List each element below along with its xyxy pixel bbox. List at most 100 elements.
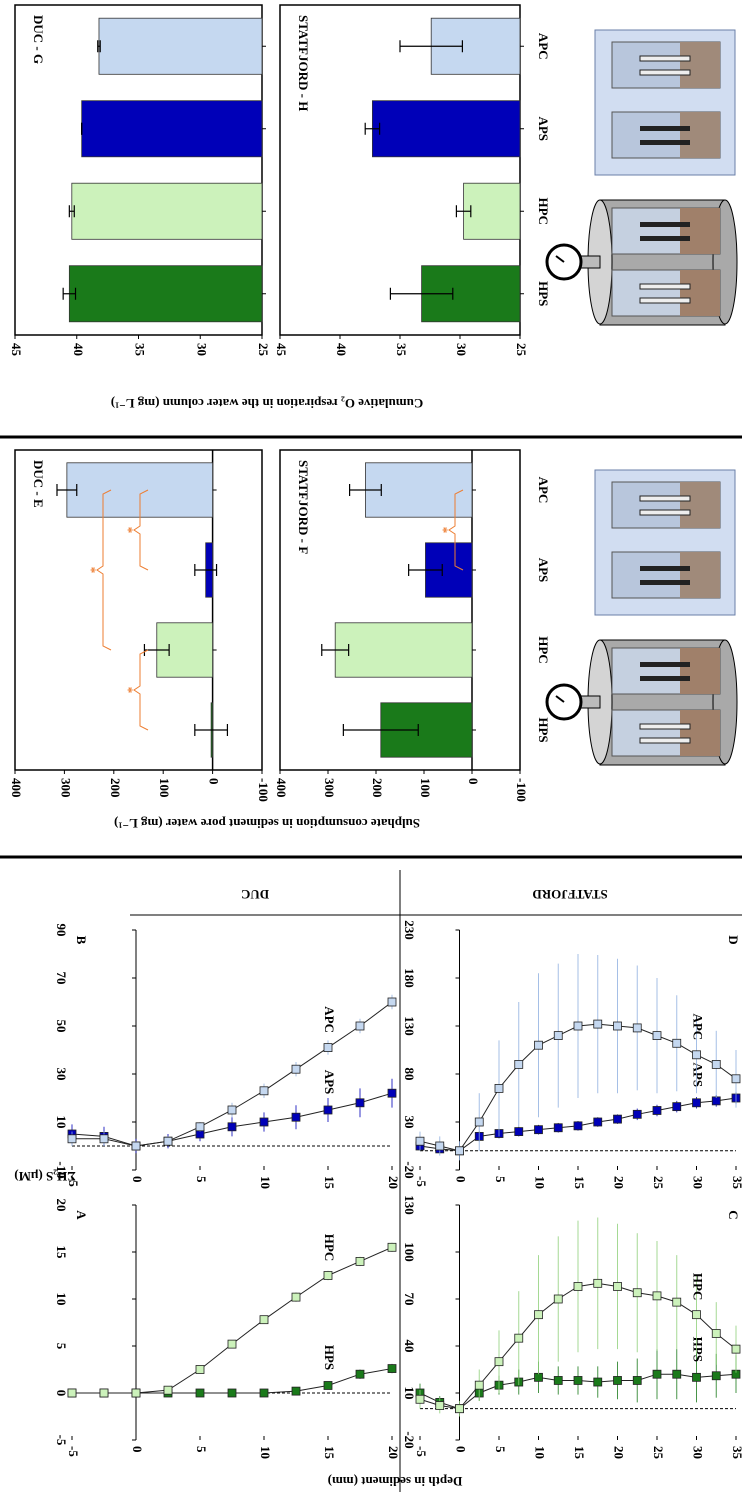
significance-label: * — [84, 567, 99, 574]
series-label: HPC — [322, 1234, 337, 1261]
sediment — [680, 208, 720, 254]
category-label: HPS — [536, 717, 551, 742]
data-point — [514, 1333, 524, 1343]
data-point — [455, 1146, 464, 1156]
value-tick-label: 30 — [194, 343, 209, 356]
x-tick-label: 0 — [454, 1176, 469, 1183]
data-point — [195, 1388, 205, 1398]
data-point — [474, 1117, 484, 1127]
data-point — [534, 1310, 543, 1320]
y-tick-label: 80 — [402, 1068, 417, 1081]
bar — [334, 622, 473, 678]
value-tick-label: 30 — [454, 343, 469, 356]
y-tick-label: 130 — [402, 1016, 417, 1036]
data-point — [323, 1271, 333, 1280]
data-point — [259, 1388, 269, 1398]
data-point — [711, 1096, 721, 1106]
y-tick-label: 20 — [54, 1199, 69, 1212]
panel-label: A — [74, 1210, 89, 1220]
series-label: APC — [691, 1013, 706, 1040]
x-tick-label: 35 — [730, 1176, 742, 1190]
value-tick-label: 200 — [108, 778, 123, 798]
y-tick-label: 230 — [402, 920, 417, 940]
diagrams — [545, 29, 738, 326]
bar — [98, 17, 263, 75]
x-tick-label: 0 — [130, 1176, 145, 1183]
series-label: HPS — [691, 1337, 706, 1362]
category-label: APC — [536, 477, 551, 504]
y-tick-label: 70 — [54, 972, 69, 985]
data-point — [323, 1043, 333, 1052]
series-label: APS — [691, 1063, 706, 1088]
series-label: HPS — [322, 1345, 337, 1370]
x-tick-label: 10 — [258, 1446, 273, 1459]
series-label: APC — [322, 1006, 337, 1033]
value-tick-label: 100 — [157, 778, 172, 798]
data-point — [632, 1023, 642, 1033]
data-point — [613, 1021, 622, 1031]
data-point — [455, 1404, 464, 1414]
chart-title: STATFJORD - F — [296, 460, 311, 554]
data-point — [731, 1074, 741, 1084]
data-point — [387, 1088, 397, 1098]
y-tick-label: -5 — [54, 1435, 69, 1446]
y-tick-label: 40 — [402, 1340, 417, 1353]
bar — [156, 622, 213, 678]
site-header: DUC — [241, 887, 269, 902]
data-point — [435, 1141, 445, 1151]
x-tick-label: 35 — [730, 1446, 742, 1460]
value-tick-label: 300 — [58, 778, 73, 798]
value-tick-label: -100 — [514, 778, 529, 802]
x-tick-label: -5 — [66, 1446, 81, 1457]
data-point — [514, 1127, 524, 1136]
y-tick-label: 70 — [402, 1293, 417, 1306]
x-tick-label: 30 — [691, 1446, 706, 1459]
x-tick-label: -5 — [414, 1176, 429, 1187]
probe — [640, 236, 690, 241]
y-tick-label: 100 — [402, 1242, 417, 1262]
data-point — [355, 1257, 365, 1266]
data-point — [553, 1123, 563, 1133]
data-point — [474, 1380, 484, 1390]
x-tick-label: 5 — [194, 1176, 209, 1183]
significance-label: * — [121, 527, 136, 534]
plot-frame — [14, 449, 263, 771]
data-point — [534, 1125, 543, 1135]
series-label: APS — [322, 1070, 337, 1095]
category-label: HPS — [536, 281, 551, 306]
data-point — [692, 1310, 701, 1320]
data-point — [99, 1134, 109, 1144]
y-tick-label: 10 — [54, 1116, 69, 1129]
data-point — [613, 1376, 622, 1385]
chart-title: STATFJORD - H — [296, 15, 311, 111]
x-tick-label: 5 — [493, 1176, 508, 1183]
data-point — [553, 1031, 563, 1040]
category-label: APS — [536, 558, 551, 583]
x-tick-label: 5 — [493, 1446, 508, 1453]
bar — [68, 265, 263, 323]
y-tick-label: 10 — [402, 1387, 417, 1400]
value-axis-title: Sulphate consumption in sediment pore wa… — [114, 816, 420, 831]
y-tick-label: -20 — [402, 1161, 417, 1178]
data-point — [291, 1292, 301, 1302]
bar — [365, 462, 473, 518]
category-label: HPC — [536, 636, 551, 663]
data-point — [99, 1388, 109, 1398]
data-point — [387, 1242, 397, 1252]
data-point — [573, 1282, 583, 1291]
data-point — [731, 1344, 741, 1354]
y-tick-label: 180 — [402, 968, 417, 988]
data-point — [259, 1315, 269, 1325]
y-tick-label: 90 — [54, 924, 69, 937]
data-point — [534, 1372, 543, 1382]
data-point — [195, 1122, 205, 1132]
data-point — [711, 1371, 721, 1381]
data-point — [163, 1385, 173, 1395]
data-point — [259, 1117, 269, 1127]
chart-title: DUC - E — [31, 460, 46, 508]
data-point — [195, 1365, 205, 1374]
bar — [371, 100, 521, 158]
data-point — [553, 1376, 563, 1385]
data-point — [593, 1019, 603, 1029]
data-point — [355, 1021, 365, 1031]
